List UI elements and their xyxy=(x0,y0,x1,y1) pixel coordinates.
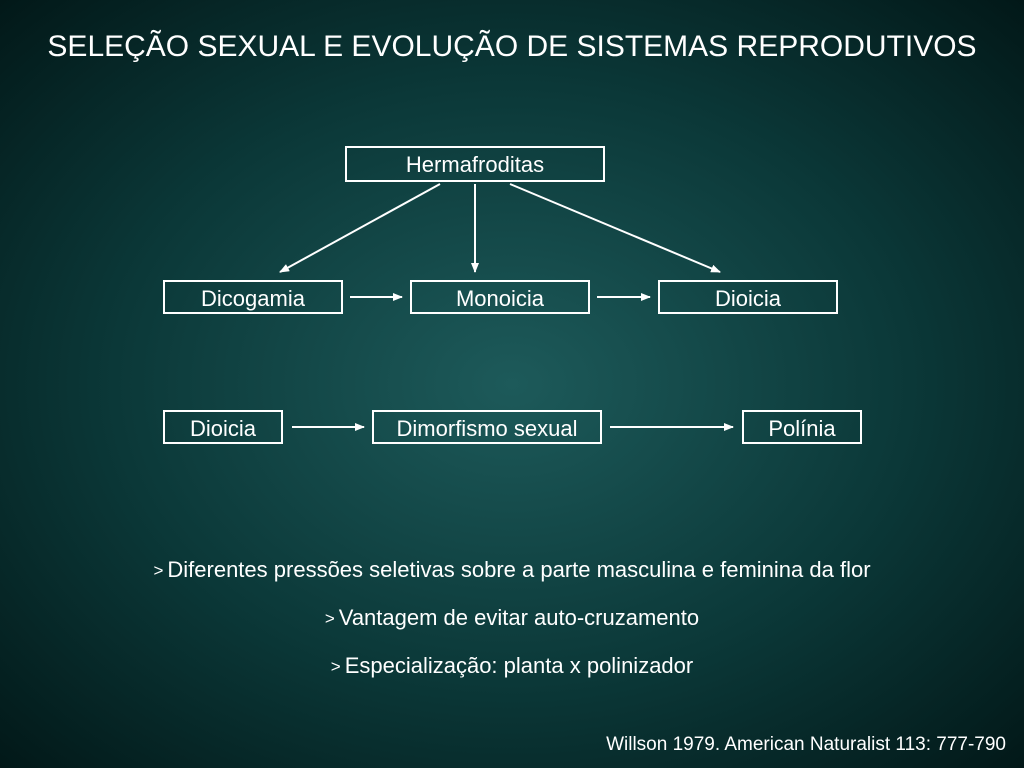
node-hermafroditas: Hermafroditas xyxy=(345,146,605,182)
arrow xyxy=(510,184,720,272)
node-dioicia-2: Dioicia xyxy=(163,410,283,444)
node-dioicia-1: Dioicia xyxy=(658,280,838,314)
arrow xyxy=(280,184,440,272)
node-polinia: Polínia xyxy=(742,410,862,444)
bullet-2: >Vantagem de evitar auto-cruzamento xyxy=(0,604,1024,633)
node-dicogamia: Dicogamia xyxy=(163,280,343,314)
node-monoicia: Monoicia xyxy=(410,280,590,314)
bullet-marker-icon: > xyxy=(331,657,341,676)
node-dimorfismo: Dimorfismo sexual xyxy=(372,410,602,444)
bullet-1: >Diferentes pressões seletivas sobre a p… xyxy=(0,556,1024,585)
bullet-marker-icon: > xyxy=(153,561,163,580)
bullet-3: >Especialização: planta x polinizador xyxy=(0,652,1024,681)
page-title: SELEÇÃO SEXUAL E EVOLUÇÃO DE SISTEMAS RE… xyxy=(0,28,1024,66)
bullet-marker-icon: > xyxy=(325,609,335,628)
citation: Willson 1979. American Naturalist 113: 7… xyxy=(606,734,1006,756)
